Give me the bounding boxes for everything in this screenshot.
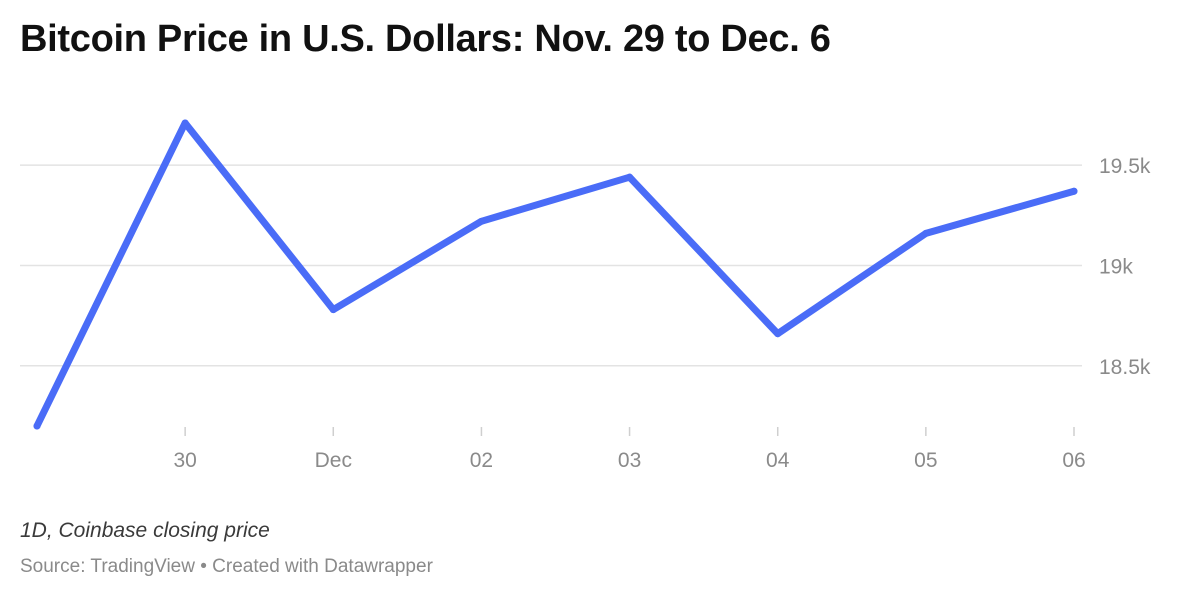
gridlines xyxy=(20,164,1082,367)
data-point xyxy=(181,119,189,127)
chart-source: Source: TradingView • Created with Dataw… xyxy=(20,556,433,577)
series-line-0 xyxy=(33,119,1078,430)
data-point xyxy=(329,306,337,314)
x-tick-label: 02 xyxy=(470,449,493,472)
data-point xyxy=(1070,187,1078,195)
data-point xyxy=(774,330,782,338)
data-point xyxy=(33,422,41,430)
chart-title: Bitcoin Price in U.S. Dollars: Nov. 29 t… xyxy=(20,18,831,60)
series-layer xyxy=(33,119,1078,430)
x-tick-label: 04 xyxy=(766,449,790,472)
chart-note: 1D, Coinbase closing price xyxy=(20,519,270,542)
x-axis-ticks: 30 Dec 02 03 04 05 06 xyxy=(173,427,1086,472)
y-tick-label: 19.5k xyxy=(1099,155,1151,178)
data-point xyxy=(626,173,634,181)
y-axis-ticks: 18.5k 19k 19.5k xyxy=(1099,155,1151,379)
x-tick-label: 06 xyxy=(1062,449,1085,472)
data-point xyxy=(477,217,485,225)
data-point xyxy=(922,229,930,237)
x-tick-label: 05 xyxy=(914,449,937,472)
y-tick-label: 19k xyxy=(1099,255,1133,278)
x-tick-label: 03 xyxy=(618,449,641,472)
x-tick-label: 30 xyxy=(173,449,196,472)
y-tick-label: 18.5k xyxy=(1099,356,1151,379)
x-tick-label: Dec xyxy=(315,449,352,472)
